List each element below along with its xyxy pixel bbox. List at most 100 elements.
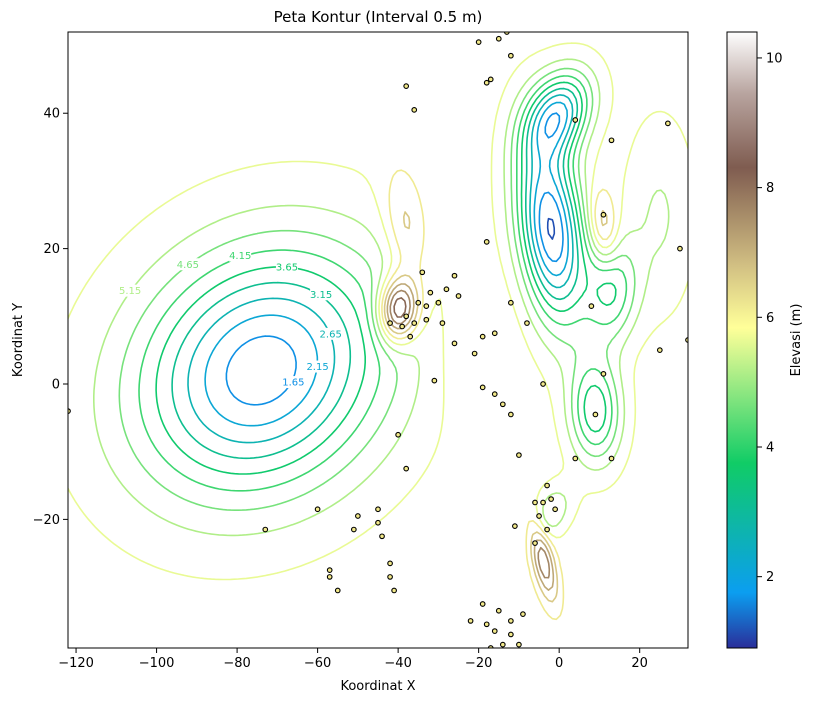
survey-point bbox=[592, 411, 599, 418]
survey-point bbox=[552, 506, 558, 513]
contour-line bbox=[386, 283, 555, 591]
contour-label: 3.65 bbox=[275, 260, 298, 273]
survey-point bbox=[399, 323, 406, 330]
contour-label: 4.15 bbox=[229, 249, 251, 262]
contour-label: 2.15 bbox=[306, 360, 329, 373]
survey-point bbox=[491, 628, 498, 634]
survey-point bbox=[508, 411, 514, 418]
survey-point bbox=[68, 408, 71, 414]
survey-point bbox=[326, 567, 333, 574]
survey-point bbox=[508, 299, 514, 306]
survey-point bbox=[508, 618, 514, 624]
survey-point bbox=[411, 106, 418, 113]
survey-point bbox=[677, 245, 683, 252]
contour-labels: 1.652.15 2.65 3.15 3.65 4.15 4.65 5.15 bbox=[119, 249, 342, 389]
survey-point bbox=[572, 455, 579, 462]
x-tick-label: 0 bbox=[555, 656, 563, 671]
y-axis-label: Koordinat Y bbox=[11, 303, 26, 377]
survey-point bbox=[487, 76, 494, 83]
survey-point bbox=[540, 381, 546, 387]
x-axis-label: Koordinat X bbox=[340, 679, 415, 694]
colorbar-label: Elevasi (m) bbox=[789, 304, 804, 377]
survey-point bbox=[483, 79, 490, 86]
survey-point bbox=[423, 303, 430, 310]
survey-point bbox=[487, 645, 494, 648]
survey-point bbox=[391, 587, 397, 594]
contour-line bbox=[204, 101, 569, 427]
survey-point bbox=[262, 526, 269, 533]
contour-line bbox=[155, 81, 617, 475]
contour-label-text: 1.65 bbox=[282, 378, 304, 389]
x-tick-label: 20 bbox=[631, 656, 648, 671]
x-axis-ticks: −120 −100 −80 −60 −40 −20 0 20 bbox=[58, 648, 648, 671]
contour-label-bg bbox=[310, 288, 333, 301]
contour-label-text: 4.65 bbox=[177, 260, 199, 271]
contour-label-bg bbox=[275, 260, 298, 273]
colorbar bbox=[726, 31, 758, 649]
survey-point bbox=[451, 340, 458, 347]
survey-point bbox=[499, 641, 506, 648]
contour-line bbox=[389, 289, 551, 579]
survey-point bbox=[355, 513, 361, 519]
contour-line bbox=[93, 58, 670, 537]
y-tick-label: −20 bbox=[33, 513, 60, 528]
contour-label-bg bbox=[306, 360, 329, 373]
contour-label-bg bbox=[319, 327, 342, 340]
survey-point bbox=[483, 621, 490, 628]
survey-point bbox=[419, 269, 426, 276]
survey-point bbox=[495, 35, 502, 42]
survey-point bbox=[479, 333, 486, 340]
survey-point bbox=[326, 574, 333, 580]
contour-line bbox=[187, 94, 574, 444]
y-tick-label: 40 bbox=[43, 107, 60, 122]
contour-label-text: 2.65 bbox=[320, 329, 342, 340]
survey-point bbox=[608, 455, 615, 462]
survey-point bbox=[508, 631, 514, 638]
survey-point bbox=[516, 452, 522, 458]
contour-label-bg bbox=[119, 284, 142, 297]
survey-point bbox=[540, 499, 546, 506]
survey-point bbox=[375, 506, 381, 513]
survey-point bbox=[588, 303, 595, 310]
survey-point bbox=[491, 391, 498, 398]
survey-point bbox=[656, 347, 663, 354]
survey-point bbox=[467, 618, 474, 624]
contour-lines bbox=[68, 42, 688, 621]
survey-point bbox=[435, 299, 442, 306]
survey-point bbox=[483, 238, 490, 245]
contour-label: 1.65 bbox=[282, 376, 305, 389]
colorbar-ticks: 2 4 6 8 10 bbox=[757, 51, 783, 585]
survey-point bbox=[475, 39, 482, 46]
survey-point bbox=[387, 574, 393, 580]
contour-line bbox=[118, 67, 636, 511]
contour-line bbox=[393, 297, 407, 318]
contour-label: 5.15 bbox=[119, 284, 142, 297]
survey-point bbox=[600, 370, 607, 377]
survey-point bbox=[572, 117, 579, 123]
colorbar-tick-label: 6 bbox=[766, 311, 774, 326]
contour-label: 4.65 bbox=[177, 258, 199, 271]
survey-point bbox=[379, 533, 385, 540]
contour-line bbox=[546, 217, 556, 240]
survey-point bbox=[512, 523, 518, 530]
survey-point bbox=[403, 313, 410, 320]
survey-point bbox=[600, 211, 607, 218]
survey-point bbox=[524, 320, 530, 326]
survey-point bbox=[685, 337, 688, 343]
x-tick-label: −60 bbox=[304, 656, 331, 671]
x-tick-label: −40 bbox=[384, 656, 411, 671]
survey-point bbox=[608, 137, 615, 144]
survey-point bbox=[387, 560, 393, 567]
survey-point bbox=[395, 431, 401, 438]
survey-point bbox=[544, 526, 550, 533]
contour-label: 3.15 bbox=[310, 288, 332, 301]
x-tick-label: −20 bbox=[465, 656, 492, 671]
survey-point bbox=[548, 496, 554, 502]
colorbar-tick-label: 8 bbox=[766, 181, 774, 196]
survey-point bbox=[532, 540, 538, 546]
survey-point bbox=[471, 350, 478, 357]
contour-label-text: 2.15 bbox=[306, 362, 328, 373]
survey-point bbox=[491, 330, 498, 337]
survey-point bbox=[334, 587, 341, 594]
contour-line bbox=[68, 42, 688, 581]
